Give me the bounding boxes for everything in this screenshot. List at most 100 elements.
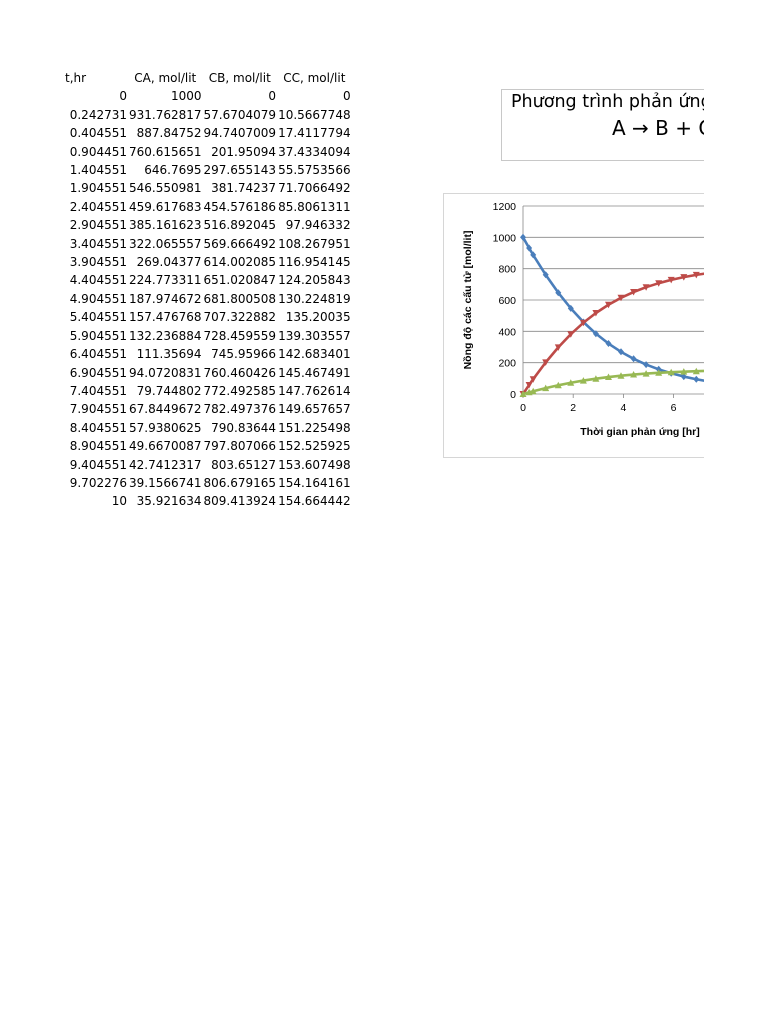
- table-cell[interactable]: 322.065557: [129, 236, 202, 251]
- table-cell[interactable]: 71.7066492: [278, 181, 351, 196]
- table-cell[interactable]: 6.904551: [69, 365, 127, 380]
- table-cell[interactable]: 201.95094: [211, 144, 277, 159]
- table-cell[interactable]: 67.8449672: [129, 402, 202, 417]
- table-cell[interactable]: 97.946332: [285, 218, 351, 233]
- table-cell[interactable]: 145.467491: [278, 365, 351, 380]
- chart-box[interactable]: 02004006008001000120002468Thời gian phản…: [443, 193, 711, 458]
- table-cell[interactable]: 154.664442: [278, 494, 351, 509]
- table-cell[interactable]: 297.655143: [203, 163, 277, 178]
- table-cell[interactable]: 760.615651: [129, 144, 202, 159]
- table-cell[interactable]: 139.303557: [278, 328, 351, 343]
- table-cell[interactable]: 35.921634: [136, 494, 202, 509]
- table-cell[interactable]: 772.492585: [203, 383, 277, 398]
- table-cell[interactable]: 9.702276: [69, 475, 127, 490]
- table-cell[interactable]: 782.497376: [203, 402, 277, 417]
- header-ca[interactable]: CA, mol/lit: [134, 71, 197, 85]
- table-cell[interactable]: 132.236884: [129, 328, 202, 343]
- table-cell[interactable]: 10: [111, 494, 127, 509]
- table-cell[interactable]: 8.404551: [69, 420, 127, 435]
- table-cell[interactable]: 1.904551: [69, 181, 127, 196]
- table-cell[interactable]: 135.20035: [285, 310, 351, 325]
- table-cell[interactable]: 37.4334094: [278, 144, 351, 159]
- table-cell[interactable]: 516.892045: [203, 218, 277, 233]
- table-cell[interactable]: 7.404551: [69, 383, 127, 398]
- table-cell[interactable]: 57.9380625: [129, 420, 202, 435]
- table-cell[interactable]: 546.550981: [129, 181, 202, 196]
- table-cell[interactable]: 39.1566741: [129, 475, 202, 490]
- table-cell[interactable]: 85.8061311: [278, 199, 351, 214]
- table-cell[interactable]: 0: [119, 89, 127, 104]
- table-cell[interactable]: 3.404551: [69, 236, 127, 251]
- table-cell[interactable]: 3.904551: [69, 255, 127, 270]
- table-cell[interactable]: 887.84752: [136, 126, 202, 141]
- table-cell[interactable]: 152.525925: [278, 439, 351, 454]
- table-cell[interactable]: 269.04377: [136, 255, 202, 270]
- header-t[interactable]: t,hr: [65, 71, 87, 85]
- table-cell[interactable]: 5.404551: [69, 310, 127, 325]
- table-cell[interactable]: 42.7412317: [129, 457, 202, 472]
- table-cell[interactable]: 7.904551: [69, 402, 127, 417]
- table-cell[interactable]: 760.460426: [203, 365, 277, 380]
- table-cell[interactable]: 151.225498: [278, 420, 351, 435]
- table-cell[interactable]: 707.322882: [203, 310, 277, 325]
- table-cell[interactable]: 108.267951: [278, 236, 351, 251]
- table-cell[interactable]: 130.224819: [278, 291, 351, 306]
- y-tick-label: 600: [498, 295, 516, 307]
- table-cell[interactable]: 4.904551: [69, 291, 127, 306]
- table-cell[interactable]: 147.762614: [278, 383, 351, 398]
- table-cell[interactable]: 803.65127: [211, 457, 277, 472]
- table-cell[interactable]: 94.7407009: [203, 126, 277, 141]
- table-cell[interactable]: 681.800508: [203, 291, 277, 306]
- table-cell[interactable]: 49.6670087: [129, 439, 202, 454]
- table-cell[interactable]: 454.576186: [203, 199, 277, 214]
- table-cell[interactable]: 0.904451: [69, 144, 127, 159]
- table-cell[interactable]: 4.404551: [69, 273, 127, 288]
- table-cell[interactable]: 0: [268, 89, 277, 104]
- table-cell[interactable]: 9.404551: [69, 457, 127, 472]
- table-cell[interactable]: 0.404551: [69, 126, 127, 141]
- table-cell[interactable]: 790.83644: [211, 420, 277, 435]
- table-cell[interactable]: 651.020847: [203, 273, 277, 288]
- table-cell[interactable]: 57.6704079: [203, 107, 277, 122]
- table-cell[interactable]: 55.5753566: [278, 163, 351, 178]
- table-cell[interactable]: 745.95966: [211, 347, 277, 362]
- equation-textbox[interactable]: Phương trình phản ứng: A → B + C: [501, 89, 711, 161]
- table-cell[interactable]: 5.904551: [69, 328, 127, 343]
- table-cell[interactable]: 157.476768: [129, 310, 202, 325]
- table-cell[interactable]: 94.0720831: [129, 365, 202, 380]
- table-cell[interactable]: 381.74237: [211, 181, 277, 196]
- table-cell[interactable]: 1.404551: [69, 163, 127, 178]
- table-cell[interactable]: 569.666492: [203, 236, 277, 251]
- table-cell[interactable]: 224.773311: [129, 273, 202, 288]
- table-cell[interactable]: 79.744802: [136, 383, 202, 398]
- table-cell[interactable]: 17.4117794: [278, 126, 351, 141]
- table-cell[interactable]: 124.205843: [278, 273, 351, 288]
- table-cell[interactable]: 187.974672: [129, 291, 202, 306]
- header-cb[interactable]: CB, mol/lit: [208, 71, 271, 85]
- table-cell[interactable]: 8.904551: [69, 439, 127, 454]
- table-cell[interactable]: 116.954145: [278, 255, 351, 270]
- table-cell[interactable]: 1000: [170, 89, 202, 104]
- table-cell[interactable]: 728.459559: [203, 328, 277, 343]
- table-cell[interactable]: 806.679165: [203, 475, 277, 490]
- header-cc[interactable]: CC, mol/lit: [283, 71, 346, 85]
- table-cell[interactable]: 149.657657: [278, 402, 351, 417]
- table-cell[interactable]: 0.242731: [69, 107, 127, 122]
- table-cell[interactable]: 809.413924: [203, 494, 277, 509]
- table-cell[interactable]: 385.161623: [129, 218, 202, 233]
- table-cell[interactable]: 111.35694: [136, 347, 202, 362]
- table-cell[interactable]: 142.683401: [278, 347, 351, 362]
- table-cell[interactable]: 931.762817: [129, 107, 202, 122]
- table-row: 1.904551 546.550981 381.74237 71.7066492: [58, 179, 352, 197]
- table-cell[interactable]: 6.404551: [69, 347, 127, 362]
- table-cell[interactable]: 2.404551: [69, 199, 127, 214]
- table-cell[interactable]: 154.164161: [278, 475, 351, 490]
- table-cell[interactable]: 459.617683: [129, 199, 202, 214]
- table-cell[interactable]: 797.807066: [203, 439, 277, 454]
- table-cell[interactable]: 2.904551: [69, 218, 127, 233]
- table-cell[interactable]: 0: [342, 89, 351, 104]
- table-cell[interactable]: 10.5667748: [278, 107, 351, 122]
- table-cell[interactable]: 614.002085: [203, 255, 277, 270]
- table-cell[interactable]: 646.7695: [144, 163, 202, 178]
- table-cell[interactable]: 153.607498: [278, 457, 351, 472]
